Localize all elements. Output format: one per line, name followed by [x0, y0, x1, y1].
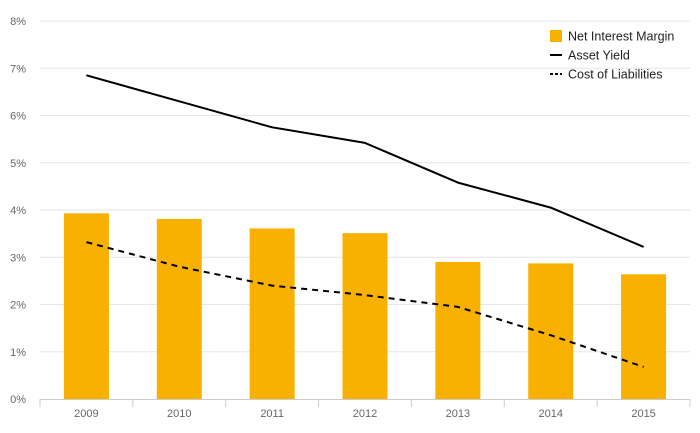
y-tick-label: 8%	[10, 16, 26, 28]
x-tick-label: 2009	[74, 408, 98, 420]
x-tick-label: 2013	[446, 408, 470, 420]
x-tick-label: 2010	[167, 408, 191, 420]
legend-label: Cost of Liabilities	[568, 68, 663, 82]
bar-2010	[156, 218, 202, 399]
y-tick-label: 3%	[10, 252, 26, 264]
y-tick-label: 2%	[10, 300, 26, 312]
bar-2015	[621, 274, 667, 399]
y-tick-label: 5%	[10, 158, 26, 170]
x-tick-label: 2012	[353, 408, 377, 420]
bar-2009	[63, 213, 109, 399]
line-series	[86, 74, 644, 368]
bar-2013	[435, 261, 481, 399]
x-tick-label: 2014	[538, 408, 562, 420]
line-asset-yield	[86, 74, 644, 248]
y-tick-label: 1%	[10, 347, 26, 359]
x-axis: 2009 2010 2011 2012 2013 2014 2015	[39, 399, 691, 420]
x-tick-label: 2011	[260, 408, 284, 420]
x-tick-label: 2015	[631, 408, 655, 420]
bar-series	[63, 213, 667, 399]
y-axis-tick-labels: 0% 1% 2% 3% 4% 5% 6% 7% 8%	[10, 16, 26, 406]
y-tick-label: 0%	[10, 394, 26, 406]
y-tick-label: 4%	[10, 205, 26, 217]
legend-swatch	[550, 30, 562, 42]
bar-2011	[249, 228, 295, 399]
line-cost-of-liabilities	[86, 241, 644, 368]
bar-2012	[342, 233, 388, 399]
y-tick-label: 6%	[10, 111, 26, 123]
y-tick-label: 7%	[10, 63, 26, 75]
legend: Net Interest Margin Asset Yield Cost of Li…	[550, 30, 674, 82]
legend-label: Asset Yield	[568, 49, 630, 63]
bar-2014	[528, 263, 574, 399]
legend-label: Net Interest Margin	[568, 30, 674, 44]
